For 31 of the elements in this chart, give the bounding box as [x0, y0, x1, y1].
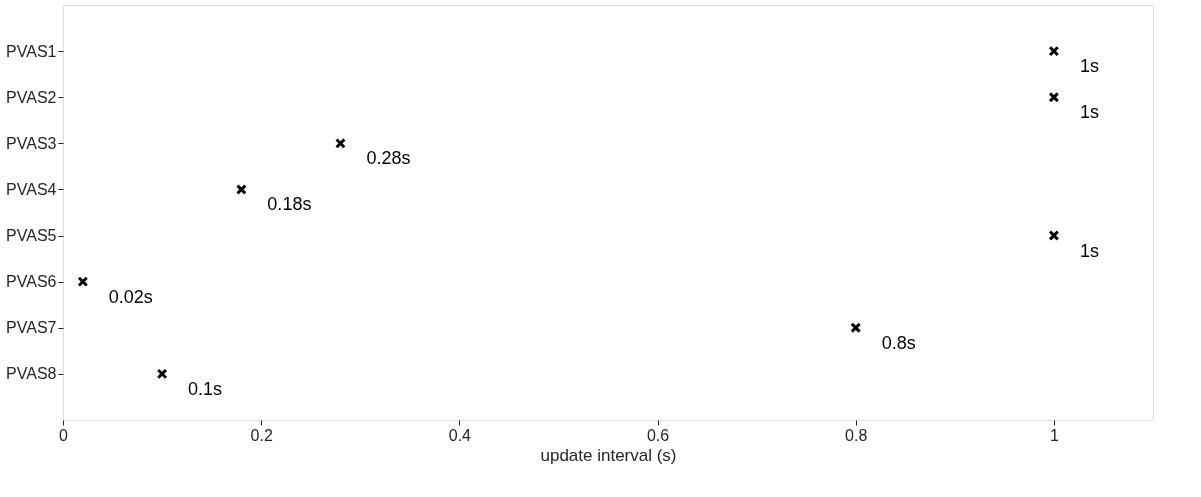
data-label: 1s	[1079, 56, 1099, 77]
y-tick-label: PVAS7	[6, 319, 57, 337]
x-axis-title: update interval (s)	[540, 445, 677, 465]
data-label: 0.28s	[366, 148, 411, 169]
x-tick-label: 0.8	[845, 426, 868, 444]
data-label: 0.1s	[188, 378, 223, 399]
y-tick-label: PVAS4	[6, 180, 57, 198]
point	[1048, 91, 1060, 103]
y-tick-label: PVAS8	[6, 365, 57, 383]
y-tick-label: PVAS3	[6, 134, 57, 152]
point	[850, 322, 862, 334]
data-label: 1s	[1079, 102, 1099, 123]
data-label: 0.02s	[108, 286, 153, 307]
x-tick-label: 1	[1049, 426, 1059, 444]
point	[335, 137, 346, 149]
x-tick-label: 0	[59, 426, 69, 444]
point	[77, 276, 89, 288]
y-tick-label: PVAS1	[6, 42, 57, 60]
point	[235, 184, 247, 195]
point	[156, 368, 168, 380]
x-tick-label: 0.2	[250, 426, 273, 444]
data-label: 0.18s	[267, 194, 312, 215]
y-tick-label: PVAS2	[6, 88, 57, 106]
point	[1048, 45, 1060, 57]
x-tick-label: 0.4	[448, 426, 472, 444]
data-label: 1s	[1079, 240, 1099, 261]
y-tick-label: PVAS5	[6, 227, 57, 245]
y-tick-label: PVAS6	[6, 273, 57, 291]
point	[1048, 230, 1060, 241]
data-label: 0.8s	[881, 332, 916, 353]
x-tick-label: 0.6	[646, 426, 670, 444]
